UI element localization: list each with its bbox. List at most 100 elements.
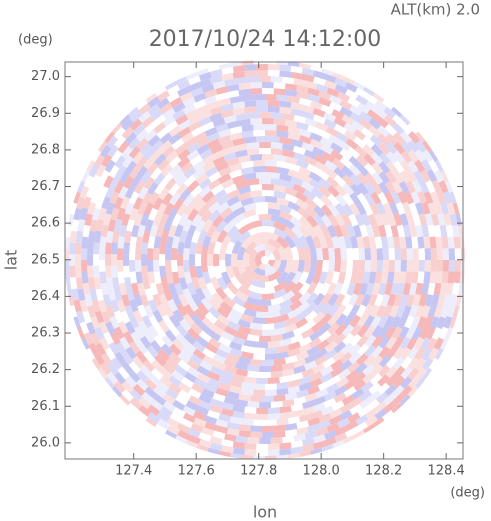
- radar-cell: [356, 236, 365, 249]
- radar-cell: [343, 122, 357, 134]
- radar-cell: [213, 265, 223, 280]
- radar-cell: [249, 248, 258, 260]
- radar-cell: [81, 271, 89, 284]
- radar-cell: [244, 136, 257, 144]
- radar-cell: [186, 224, 197, 238]
- radar-cell: [161, 172, 174, 186]
- radar-cell: [261, 286, 276, 294]
- radar-cell: [196, 444, 209, 452]
- radar-cell: [218, 336, 232, 347]
- radar-cell: [442, 191, 453, 204]
- radar-cell: [159, 405, 173, 418]
- radar-cell: [384, 224, 393, 238]
- radar-cell: [220, 235, 232, 249]
- radar-cell: [363, 314, 375, 328]
- radar-cell: [133, 325, 145, 340]
- radar-cell: [133, 213, 143, 227]
- radar-cell: [153, 247, 160, 260]
- radar-cell: [327, 303, 340, 317]
- radar-cell: [334, 304, 347, 318]
- radar-cell: [375, 116, 389, 129]
- radar-cell: [333, 332, 347, 346]
- radar-cell: [185, 109, 199, 120]
- radar-cell: [300, 180, 315, 193]
- radar-cell: [206, 100, 220, 111]
- radar-cell: [295, 159, 310, 170]
- radar-cell: [244, 376, 257, 384]
- radar-cell: [363, 192, 375, 206]
- radar-cell: [390, 315, 402, 329]
- radar-cell: [89, 288, 98, 301]
- radar-cell: [390, 402, 403, 414]
- radar-cell: [175, 114, 189, 126]
- radar-cell: [342, 332, 355, 346]
- radar-cell: [198, 330, 212, 343]
- radar-cell: [318, 97, 332, 107]
- radar-cell: [168, 133, 182, 145]
- radar-cell: [320, 365, 334, 377]
- radar-cell: [341, 394, 355, 406]
- radar-cell: [304, 392, 318, 403]
- radar-cell: [392, 114, 405, 127]
- radar-cell: [283, 280, 297, 294]
- radar-cell: [209, 112, 223, 122]
- radar-cell: [267, 413, 280, 420]
- radar-cell: [144, 378, 158, 391]
- radar-cell: [192, 159, 206, 172]
- radar-cell: [332, 72, 345, 81]
- radar-cell: [65, 236, 71, 249]
- radar-cell: [182, 405, 196, 417]
- radar-cell: [339, 224, 350, 238]
- radar-cell: [243, 172, 257, 181]
- radar-cell: [339, 351, 353, 364]
- radar-cell: [393, 346, 405, 360]
- radar-cell: [103, 175, 114, 189]
- radar-cell: [165, 150, 179, 163]
- radar-cell: [362, 143, 375, 157]
- radar-cell: [267, 303, 282, 312]
- radar-cell: [352, 81, 365, 91]
- radar-cell: [320, 143, 334, 155]
- radar-cell: [132, 355, 145, 369]
- radar-cell: [247, 76, 260, 83]
- radar-cell: [278, 305, 293, 316]
- radar-cell: [252, 196, 265, 204]
- radar-cell: [402, 201, 412, 215]
- radar-cell: [339, 106, 353, 118]
- radar-cell: [201, 247, 209, 260]
- radar-cell: [158, 212, 169, 227]
- radar-cell: [255, 341, 269, 349]
- radar-cell: [290, 372, 304, 382]
- radar-cell: [183, 235, 193, 249]
- radar-cell: [370, 247, 377, 260]
- radar-cell: [107, 288, 117, 301]
- radar-cell: [407, 357, 420, 371]
- radar-cell: [138, 396, 151, 410]
- radar-cell: [171, 247, 178, 260]
- radar-cell: [204, 88, 218, 99]
- radar-cell: [190, 87, 204, 98]
- radar-cell: [290, 138, 304, 148]
- radar-cell: [449, 213, 458, 227]
- radar-cell: [171, 138, 185, 151]
- radar-cell: [176, 203, 188, 217]
- radar-cell: [68, 254, 76, 266]
- radar-cell: [267, 106, 280, 113]
- radar-cell: [219, 260, 227, 273]
- radar-cell: [399, 336, 411, 350]
- radar-cell: [177, 382, 191, 394]
- radar-cell: [267, 252, 275, 260]
- radar-cell: [175, 435, 188, 444]
- radar-cell: [279, 70, 292, 78]
- radar-cell: [312, 70, 326, 80]
- radar-cell: [250, 118, 263, 125]
- radar-cell: [377, 125, 390, 138]
- radar-cell: [136, 165, 149, 179]
- radar-cell: [442, 316, 453, 329]
- radar-cell: [137, 186, 149, 200]
- radar-cell: [399, 271, 407, 284]
- radar-cell: [323, 436, 337, 447]
- radar-cell: [229, 385, 243, 394]
- radar-cell: [332, 157, 345, 170]
- radar-cell: [332, 439, 345, 448]
